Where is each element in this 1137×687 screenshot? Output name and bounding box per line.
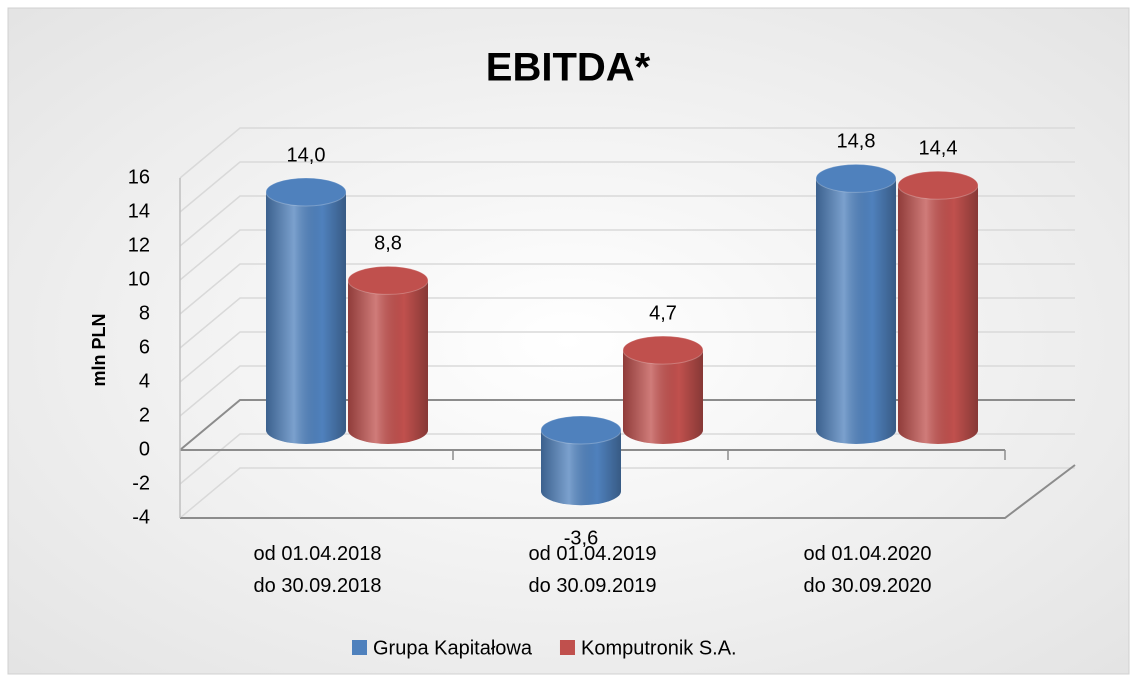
grid-line xyxy=(179,399,1075,451)
x-tick-label-line: od 01.04.2019 xyxy=(529,543,657,565)
grid-line xyxy=(179,467,1075,519)
x-tick-label-line: od 01.04.2018 xyxy=(254,543,382,565)
value-label: 14,0 xyxy=(287,144,326,166)
y-tick-label: 8 xyxy=(139,302,150,324)
bar-top xyxy=(265,177,347,207)
bar-shade xyxy=(266,192,346,444)
value-label: 14,8 xyxy=(837,131,876,153)
bar-top xyxy=(897,170,979,200)
grid-line xyxy=(179,229,1075,281)
x-tick-label-line: od 01.04.2020 xyxy=(804,543,932,565)
grid-line xyxy=(179,433,1075,485)
grid-line xyxy=(179,127,1075,179)
x-tick-label-line: do 30.09.2020 xyxy=(804,575,932,597)
value-label: 14,4 xyxy=(919,137,958,159)
grid-line xyxy=(179,263,1075,315)
y-tick-label: 0 xyxy=(139,438,150,460)
y-tick-label: -2 xyxy=(132,472,150,494)
chart-title: EBITDA* xyxy=(486,46,651,90)
x-tick-label: od 01.04.2018 do 30.09.2018 xyxy=(254,543,382,597)
y-tick-label: 16 xyxy=(128,166,150,188)
bar-top xyxy=(815,163,897,193)
y-tick-label: 6 xyxy=(139,336,150,358)
value-label: 8,8 xyxy=(374,233,402,255)
x-tick-label-line: do 30.09.2018 xyxy=(254,575,382,597)
value-label: -3,6 xyxy=(564,527,598,549)
y-tick-label: 12 xyxy=(128,234,150,256)
grid-line xyxy=(179,365,1075,417)
legend-swatch xyxy=(352,640,367,655)
bar-top xyxy=(622,335,704,365)
y-tick-label: -4 xyxy=(132,506,150,528)
bar-shade xyxy=(541,430,621,506)
grid-line xyxy=(179,331,1075,383)
grid-line xyxy=(179,195,1075,247)
bar-top xyxy=(347,265,429,295)
value-label: 4,7 xyxy=(649,302,677,324)
y-tick-label: 4 xyxy=(139,370,150,392)
legend-label: Grupa Kapitałowa xyxy=(373,637,533,659)
grid-line xyxy=(179,161,1075,213)
y-tick-label: 14 xyxy=(128,200,150,222)
floor-edge xyxy=(180,464,1076,519)
bar-shade xyxy=(623,350,703,444)
grid-line xyxy=(179,297,1075,349)
x-tick-label: od 01.04.2020 do 30.09.2020 xyxy=(804,543,932,597)
legend-label: Komputronik S.A. xyxy=(581,637,737,659)
y-tick-label: 2 xyxy=(139,404,150,426)
y-tick-label: 10 xyxy=(128,268,150,290)
x-tick-label-line: do 30.09.2019 xyxy=(529,575,657,597)
bar-shade xyxy=(898,185,978,444)
y-axis-label: mln PLN xyxy=(89,313,109,386)
x-tick-label: od 01.04.2019 do 30.09.2019 xyxy=(529,543,657,597)
bar-shade xyxy=(348,280,428,444)
bar-shade xyxy=(816,178,896,444)
legend-swatch xyxy=(559,640,575,655)
bar-top xyxy=(540,415,622,445)
